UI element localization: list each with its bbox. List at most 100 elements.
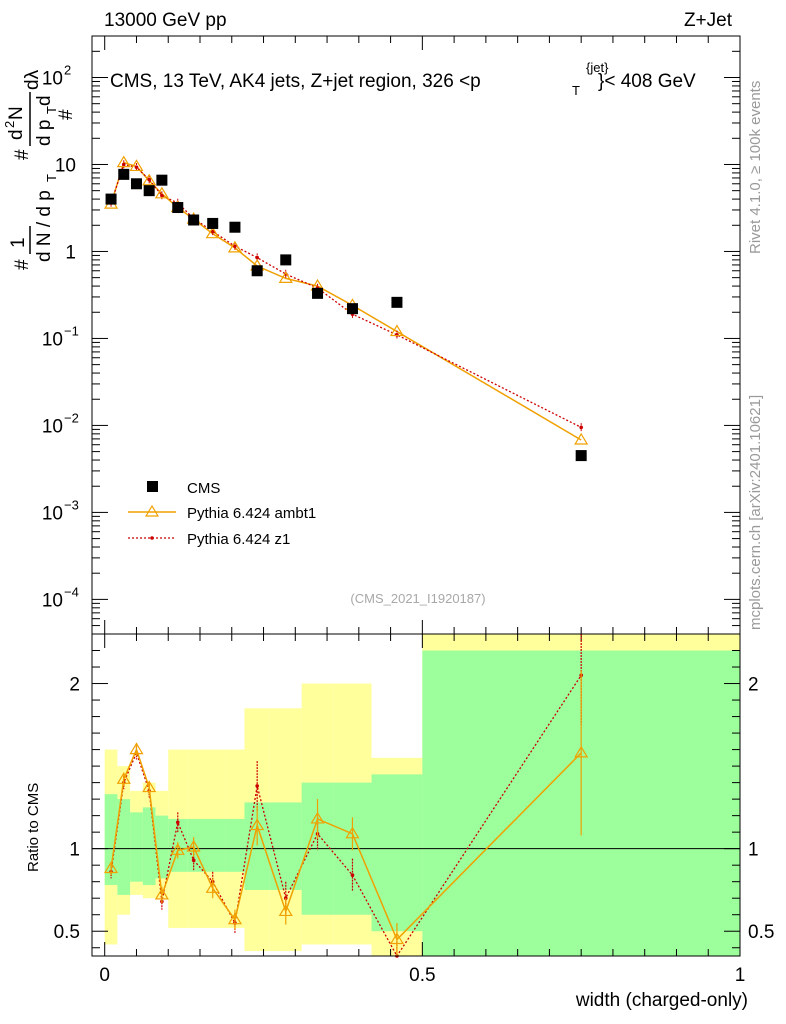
svg-text:}< 408 GeV: }< 408 GeV (598, 71, 696, 92)
header-right: Z+Jet (684, 10, 733, 31)
svg-text:T: T (572, 83, 580, 98)
ambt1-point (574, 432, 589, 445)
ambt1-point (278, 271, 293, 284)
header-left: 13000 GeV pp (104, 10, 227, 31)
ambt1-ratio-point (250, 818, 265, 831)
analysis-watermark: (CMS_2021_I1920187) (350, 591, 485, 606)
ambt1-point (227, 240, 243, 253)
x-axis-label: width (charged-only) (575, 990, 748, 1011)
band-inner (269, 802, 302, 890)
svg-text:d N / d p: d N / d p (34, 190, 55, 262)
cms-point (143, 185, 155, 197)
y-tick-label: 10 (42, 416, 63, 437)
cms-point (105, 193, 117, 205)
z1-point (134, 165, 139, 170)
band-inner (225, 818, 245, 872)
ambt1-point (205, 226, 220, 239)
svg-text:dλ: dλ (22, 69, 43, 90)
y-tick-exponent: −2 (64, 410, 79, 425)
x-tick-label: 0 (99, 965, 110, 986)
cms-point (575, 450, 587, 462)
cms-point (172, 202, 184, 214)
svg-text:N: N (6, 106, 27, 120)
ambt1-ratio-point (154, 887, 169, 900)
x-tick-label: 0.5 (409, 965, 435, 986)
svg-text:{jet}: {jet} (586, 60, 609, 75)
ratio-y-tick-label: 0.5 (54, 922, 80, 943)
y-tick-exponent: −4 (64, 584, 79, 599)
ratio-y-tick-label: 2 (69, 675, 80, 696)
y-tick-label: 10 (42, 590, 63, 611)
ratio-y-label: Ratio to CMS (25, 783, 42, 872)
y-tick-exponent: −3 (64, 497, 79, 512)
y-tick-label: 10 (42, 503, 63, 524)
ambt1-ratio-point (389, 932, 405, 945)
z1-ratio-point (255, 784, 259, 788)
svg-text:2: 2 (2, 121, 17, 128)
ratio-y-tick-label-right: 1 (748, 840, 759, 861)
z1-ratio-point (350, 873, 355, 877)
ambt1-ratio-point (310, 811, 325, 824)
svg-text:CMS, 13 TeV, AK4 jets, Z+jet r: CMS, 13 TeV, AK4 jets, Z+jet region, 326… (110, 71, 481, 92)
ratio-frame (91, 633, 741, 957)
y-tick-exponent: 2 (64, 63, 71, 78)
svg-text:T: T (44, 174, 59, 182)
z1-point (579, 425, 583, 430)
ratio-y-tick-label-right: 0.5 (748, 922, 774, 943)
ambt1-ratio-point (227, 912, 243, 925)
ambt1-ratio-point (205, 881, 220, 893)
legend-marker-z1 (150, 536, 154, 540)
svg-text:#: # (56, 109, 77, 120)
cms-point (118, 168, 130, 180)
legend-marker-cms (147, 481, 158, 492)
ambt1-point (142, 173, 157, 186)
legend-marker-ambt1 (144, 504, 160, 517)
y-tick-label: 10 (42, 329, 63, 350)
band-inner (142, 807, 156, 885)
z1-point (147, 177, 151, 182)
z1-point (160, 193, 164, 198)
band-inner (130, 812, 143, 882)
y-tick-label: 1 (65, 242, 76, 263)
svg-text:#: # (12, 259, 33, 270)
ambt1-ratio-point (103, 861, 119, 874)
ratio-y-tick-label-right: 2 (748, 675, 759, 696)
x-tick-label: 1 (735, 965, 746, 986)
svg-text:d: d (34, 95, 55, 106)
band-inner (104, 794, 118, 885)
ambt1-point (389, 324, 405, 337)
ratio-y-tick-label: 1 (69, 840, 80, 861)
z1-point (233, 244, 237, 248)
ambt1-ratio-point (129, 742, 144, 755)
ambt1-ratio-point (574, 745, 589, 758)
z1-ratio-point (175, 820, 180, 825)
ratio-series (103, 634, 589, 958)
cms-point (391, 296, 403, 308)
ambt1-ratio-point (186, 839, 201, 852)
cms-point (280, 254, 292, 266)
cms-point (229, 221, 241, 233)
z1-point (255, 255, 259, 260)
band-inner (371, 774, 423, 932)
ambt1-ratio-point (142, 780, 157, 793)
legend-label-cms: CMS (187, 480, 220, 497)
cms-point (312, 287, 324, 299)
cms-point (207, 217, 219, 229)
z1-ratio-point (191, 858, 196, 863)
y-tick-exponent: −1 (64, 323, 79, 338)
ambt1-point (116, 155, 131, 168)
y-axis-label: # 1 d N / d p T # d 2 N d p T d # dλ (2, 69, 77, 270)
cms-point (156, 174, 168, 186)
z1-point (121, 162, 126, 167)
ambt1-ratio-point (345, 826, 360, 839)
ambt1-ratio-point (278, 904, 293, 917)
band-inner (155, 815, 169, 879)
cms-point (188, 214, 200, 226)
cms-point (346, 303, 358, 315)
main-series (103, 155, 589, 462)
mcplots-label: mcplots.cern.ch [arXiv:2401.10621] (747, 395, 764, 630)
svg-text:d: d (6, 129, 27, 140)
svg-text:d p: d p (34, 120, 55, 146)
